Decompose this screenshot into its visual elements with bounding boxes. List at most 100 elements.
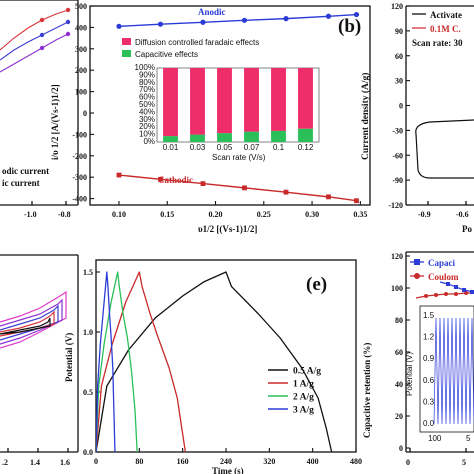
e-x-ticks: 0 80 160 240 320 400 480 [94,448,362,466]
tr-ytick-label: -120 [388,201,403,210]
b-inset-xtick-label: 0.07 [244,143,260,152]
br-marker [462,288,466,292]
br-inset-ytick-label: 1.2 [423,333,435,342]
b-xlabel: υ1/2 [(Vs-1)1/2] [198,224,257,234]
tr-xtick: -0.9 [418,210,431,219]
e-xtick-label: 480 [350,457,362,466]
tl-xtick: -1.0 [24,210,37,219]
b-panel-label: (b) [338,16,361,37]
b-point [354,198,359,204]
br-inset-cycles [433,317,474,425]
e-legend: 0.5 A/g 1 A/g 2 A/g 3 A/g [268,367,321,416]
b-inset-ytick-label: 90% [139,70,155,79]
br-inset-ytick-label: 0.0 [423,419,435,428]
bl-xtick: 1.6 [60,458,70,467]
b-ytick-label: 500 [75,2,87,11]
br-inset-ytick-label: 0.9 [423,354,435,363]
br-inset-xtick: 100 [428,434,442,443]
b-inset-y-ticks: 100%90%80%70%60%50%40%30%20%10%0% [135,63,155,146]
e-legend-label: 0.5 A/g [293,367,321,377]
b-inset-ytick-label: 20% [139,122,155,131]
b-inset-ytick-label: 80% [139,78,155,87]
b-ytick-label: 100 [75,88,87,97]
b-inset-bar [163,68,178,137]
b-frame [89,5,371,206]
tr-xtick: -0.6 [456,210,469,219]
br-inset-y-ticks: 1.5 1.2 0.9 0.6 0.3 0.0 [423,311,435,428]
panel-bottom-left: .2 1.4 1.6 [0,254,79,467]
b-point [353,11,360,18]
e-xtick-label: 320 [263,457,275,466]
tr-ytick-label: 30 [395,77,403,86]
b-inset-xlabel: Scan rate (V/s) [212,153,266,162]
b-ytick-label: 400 [75,23,87,32]
b-inset-bar [217,133,232,142]
tl-marker [65,7,71,13]
b-legend-diffusion: Diffusion controlled faradaic effects [135,38,259,47]
panel-top-right: 120 90 60 30 0 -30 -60 -90 -120 -0.9 -0.6 Po Cur… [360,2,474,234]
tr-ytick-label: -90 [392,176,403,185]
b-inset-bar [271,68,286,131]
b-inset-bar [190,68,205,135]
b-inset-bar [271,130,286,142]
e-xtick-label: 80 [135,457,143,466]
b-series-line [118,174,357,202]
br-xtick: 0 [406,458,410,467]
tl-marker [65,31,71,37]
e-series-line [96,271,187,453]
b-ytick-label: -300 [72,173,87,182]
b-inset-ytick-label: 50% [139,100,155,109]
e-series-line [96,271,116,453]
br-marker [444,292,448,296]
e-xtick-label: 240 [220,457,232,466]
b-point [325,13,332,19]
br-series-capacitance-markers [446,282,474,294]
b-series-label-anodic: Anodic [198,7,226,17]
tl-axes [0,0,79,206]
e-ytick-label: 1.5 [83,268,93,277]
tl-legend-1: odic current [2,166,49,176]
e-ytick-label: 0.5 [83,388,93,397]
e-ylabel: Potential (V) [64,333,74,382]
tl-marker [39,17,45,23]
br-ylabel: Capacitive retention (%) [362,343,372,438]
b-inset-frame [156,67,320,143]
b-inset-bar [244,131,259,142]
br-marker [446,282,450,286]
bl-cv-curves [0,290,67,349]
e-xtick-label: 160 [177,457,189,466]
b-point [241,17,248,23]
br-marker [454,292,458,296]
b-ytick-label: 200 [75,66,87,75]
b-point [158,176,163,182]
tr-ytick-label: -60 [392,151,403,160]
bl-cv-curve [0,317,51,335]
b-series-label-cathodic: Cathodic [158,175,193,185]
e-ytick-label: 1.0 [83,328,93,337]
br-marker [434,293,438,297]
br-inset-cycle-line [433,317,474,425]
br-legend-marker-red [414,273,420,279]
tr-xlabel-fragment: Po [462,224,472,234]
br-y-ticks: 120 100 80 60 40 20 0 [391,252,410,453]
b-ytick-label: -200 [72,152,87,161]
br-marker [454,285,458,289]
br-inset-ylabel: Potential (V) [405,352,414,396]
br-ytick-label: 120 [391,252,403,261]
b-ytick-label: 300 [75,45,87,54]
tr-ytick-label: 0 [399,102,403,111]
b-ytick-label: 0 [83,109,87,118]
b-legend-swatch-capacitive [122,50,131,57]
b-point [157,21,164,27]
b-inset-bar [190,134,205,142]
b-inset-bar [244,68,259,132]
e-legend-label: 2 A/g [293,393,314,403]
tr-ylabel: Current density (A/g) [360,73,371,160]
b-point [283,16,289,22]
tl-curve-blue [0,21,69,61]
b-xtick-label: 0.30 [305,210,319,219]
tr-legend-1: Activate [430,10,462,20]
b-inset-ytick-label: 60% [139,93,155,102]
b-inset-ytick-label: 0% [143,137,155,146]
